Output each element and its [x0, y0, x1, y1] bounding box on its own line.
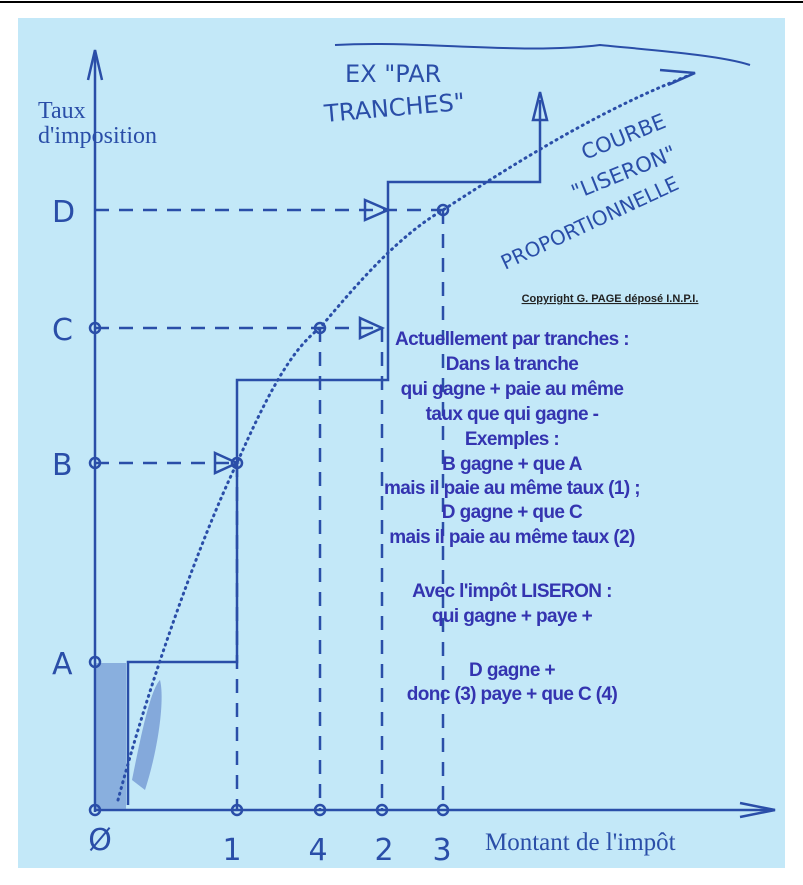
x-axis-label: Montant de l'impôt [485, 829, 676, 856]
explanation-line: Avec l'impôt LISERON : [412, 581, 612, 602]
y-level: A [52, 647, 73, 682]
explanation-line: Exemples : [465, 429, 559, 450]
x-point: 4 [308, 833, 327, 868]
explanation-line: qui gagne + paie au même [401, 379, 624, 400]
step-label: EX "PAR [345, 60, 441, 88]
explanation-line: B gagne + que A [442, 454, 583, 475]
diagram: Taux d'imposition Montant de l'impôt D C… [0, 0, 803, 885]
explanation-line: Actuellement par tranches : [395, 329, 629, 350]
x-point: 2 [374, 833, 393, 868]
explanation-line: qui gagne + paye + [432, 606, 593, 627]
explanation-line: taux que qui gagne - [426, 404, 599, 425]
y-level: D [52, 195, 75, 230]
y-axis-label: d'imposition [38, 123, 157, 149]
explanation-line: Dans la tranche [446, 354, 579, 375]
y-axis-label: Taux [38, 98, 86, 124]
explanation-line: mais il paie au même taux (2) [389, 527, 635, 548]
copyright: Copyright G. PAGE déposé I.N.P.I. [522, 293, 699, 305]
x-point: 1 [222, 833, 241, 868]
explanation-line: D gagne + [469, 660, 555, 681]
y-level: C [52, 313, 73, 348]
explanation-line: donc (3) paye + que C (4) [407, 684, 618, 705]
explanation-line: mais il paie au même taux (1) ; [384, 478, 640, 499]
explanation-line: D gagne + que C [442, 502, 583, 523]
y-level: B [52, 448, 73, 483]
x-point: Ø [88, 823, 112, 858]
x-point: 3 [432, 833, 451, 868]
